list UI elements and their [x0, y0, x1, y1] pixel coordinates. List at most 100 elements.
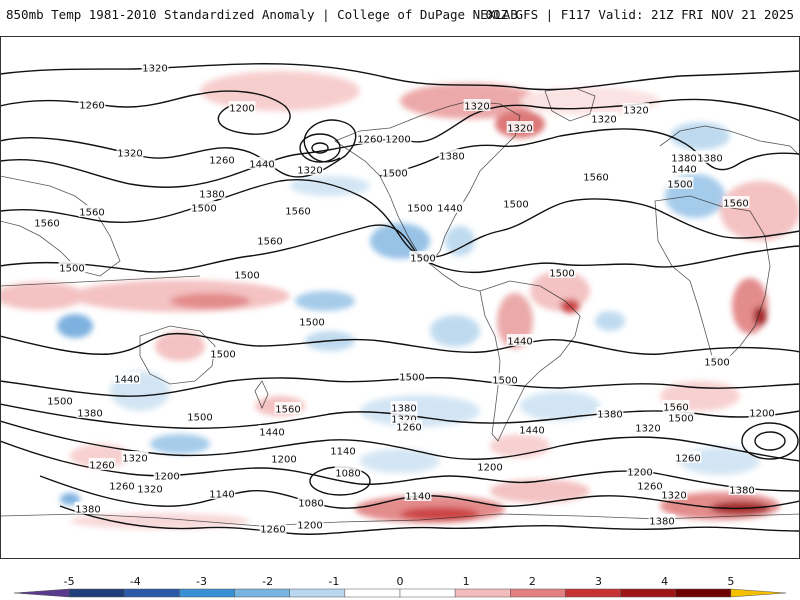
contour-label-bg — [660, 488, 688, 500]
contour-label: 1200 — [385, 135, 410, 146]
contour-label-bg — [506, 334, 534, 346]
contour-label: 1440 — [671, 165, 696, 176]
contour-label-bg — [622, 103, 650, 115]
contour-label-bg — [297, 496, 325, 508]
contour-label: 1320 — [591, 115, 616, 126]
contour-label-bg — [58, 261, 86, 273]
contour-label-bg — [356, 132, 384, 144]
contour-label-bg — [258, 425, 286, 437]
contour-label: 1500 — [668, 414, 693, 425]
colorbar-segment — [68, 588, 125, 598]
contour-label: 1380 — [671, 154, 696, 165]
contour-label: 1140 — [209, 490, 234, 501]
contour-label-bg — [76, 406, 104, 418]
contour-label: 1260 — [260, 525, 285, 536]
contour-label: 1320 — [635, 424, 660, 435]
contour-label-bg — [78, 205, 106, 217]
colorbar-tick-label: 4 — [661, 575, 668, 588]
contour-label-bg — [209, 347, 237, 359]
contour-label: 1200 — [229, 104, 254, 115]
contour-label-bg — [259, 522, 287, 534]
contour-label-bg — [46, 394, 74, 406]
contour-label: 1500 — [704, 358, 729, 369]
contour-label: 1140 — [405, 492, 430, 503]
colorbar-tick-label: -1 — [328, 575, 339, 588]
contour-label: 1260 — [109, 482, 134, 493]
contour-label: 1500 — [407, 204, 432, 215]
colorbar-tick-label: -2 — [262, 575, 273, 588]
contour-label-bg — [582, 170, 610, 182]
contour-label-bg — [670, 151, 698, 163]
contour-label: 1560 — [79, 208, 104, 219]
contour-label-bg — [296, 518, 324, 530]
contour-label: 1380 — [391, 404, 416, 415]
colorbar-tick-label: 1 — [463, 575, 470, 588]
contour-label-bg — [384, 132, 412, 144]
contour-label: 1440 — [259, 428, 284, 439]
contour-label-bg — [198, 187, 226, 199]
contour-label: 1560 — [275, 405, 300, 416]
colorbar-segment — [289, 588, 346, 598]
contour-label-bg — [491, 373, 519, 385]
contour-label-bg — [436, 201, 464, 213]
colorbar-segment — [620, 588, 676, 598]
contour-label: 1080 — [335, 469, 360, 480]
africa-outline — [654, 195, 771, 362]
colorbar-ticks: -5 -4 -3 -2 -1 0 1 2 3 4 5 — [64, 575, 735, 588]
colorbar-segment — [179, 588, 235, 598]
contour-label: 1500 — [234, 271, 259, 282]
contour-label-bg — [662, 400, 690, 412]
colorbar-tick-label: 5 — [727, 575, 734, 588]
south-america-outline — [479, 280, 581, 442]
contour-label: 1260 — [89, 461, 114, 472]
contour-label-bg — [121, 451, 149, 463]
contour-label-bg — [390, 401, 418, 413]
contour-label-bg — [438, 149, 466, 161]
contour-label: 1320 — [122, 454, 147, 465]
contour-label-bg — [284, 204, 312, 216]
contour-label-bg — [334, 466, 362, 478]
contour-label-bg — [398, 370, 426, 382]
contour-label: 1380 — [649, 517, 674, 528]
model-run-valid-time: 00Z GFS | F117 Valid: 21Z FRI NOV 21 202… — [485, 7, 794, 22]
contour-label-bg — [502, 197, 530, 209]
contour-label-bg — [153, 469, 181, 481]
contour-label: 1500 — [210, 350, 235, 361]
contour-label-bg — [256, 234, 284, 246]
contour-label-bg — [463, 99, 491, 111]
contour-label-bg — [670, 162, 698, 174]
colorbar-segment — [730, 588, 787, 598]
contour-label: 1200 — [271, 455, 296, 466]
colorbar-segment — [399, 588, 456, 598]
colorbar-segment — [510, 588, 566, 598]
contour-label: 1560 — [583, 173, 608, 184]
map-title: 850mb Temp 1981-2010 Standardized Anomal… — [6, 7, 518, 22]
contour-label: 1380 — [439, 152, 464, 163]
contour-label-bg — [108, 479, 136, 491]
contour-label-bg — [190, 201, 218, 213]
contour-label-bg — [728, 483, 756, 495]
contour-label: 1500 — [503, 200, 528, 211]
colorbar-tick-label: 2 — [529, 575, 536, 588]
contour-label: 1500 — [187, 413, 212, 424]
contour-label: 1260 — [79, 101, 104, 112]
contour-label-bg — [722, 196, 750, 208]
colorbar-segment — [565, 588, 621, 598]
contour-label-bg — [270, 452, 298, 464]
contour-label-bg — [634, 421, 662, 433]
contour-label-bg — [395, 420, 423, 432]
contour-label: 1080 — [298, 499, 323, 510]
contour-label: 1500 — [191, 204, 216, 215]
contour-label-bg — [296, 163, 324, 175]
colorbar-tick-label: -4 — [130, 575, 141, 588]
contour-label: 1500 — [382, 169, 407, 180]
asia-east-outline — [0, 175, 121, 277]
contour-label: 1500 — [492, 376, 517, 387]
contour-label-bg — [274, 402, 302, 414]
contour-label: 1380 — [597, 410, 622, 421]
contour-label: 1440 — [437, 204, 462, 215]
new-zealand-outline — [254, 380, 269, 410]
contour-label-bg — [518, 423, 546, 435]
colorbar-segment — [675, 588, 732, 598]
contour-label: 1140 — [330, 447, 355, 458]
